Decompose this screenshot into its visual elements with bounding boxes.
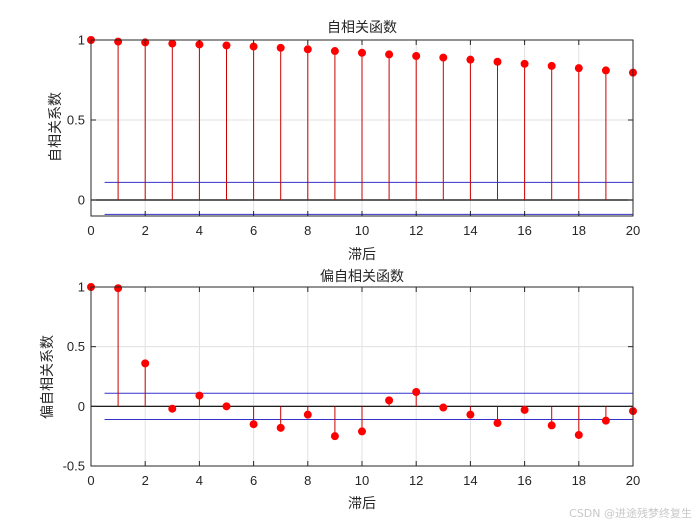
pacf-xtick-label: 8 <box>304 473 311 488</box>
pacf-ticks: 0 2 4 6 8 10 12 14 16 18 20-0.500.51 <box>63 280 641 489</box>
acf-ylabel: 自相关系数 <box>48 92 64 162</box>
pacf-marker <box>168 404 177 413</box>
acf-marker <box>493 57 502 66</box>
acf-xtick-label: 12 <box>409 223 423 238</box>
pacf-xtick-label: 0 <box>87 473 94 488</box>
acf-xtick-label: 6 <box>250 223 257 238</box>
pacf-xtick-label: 18 <box>572 473 586 488</box>
pacf-xtick-label: 12 <box>409 473 423 488</box>
acf-marker <box>114 37 123 46</box>
acf-marker <box>330 47 339 56</box>
acf-marker <box>601 66 610 75</box>
pacf-marker <box>493 419 502 428</box>
pacf-ytick-label: 1 <box>78 280 85 295</box>
pacf-ylabel: 偏自相关系数 <box>40 335 56 419</box>
acf-marker <box>466 55 475 64</box>
acf-marker <box>439 53 448 62</box>
pacf-plot: 偏自相关函数 滞后 偏自相关系数 0 2 4 6 8 10 12 14 16 18 20-0.500… <box>40 269 640 512</box>
pacf-marker <box>249 420 258 429</box>
pacf-xtick-label: 4 <box>196 473 203 488</box>
pacf-marker <box>547 421 556 430</box>
pacf-marker <box>141 359 150 368</box>
acf-marker <box>385 50 394 59</box>
pacf-xtick-label: 10 <box>355 473 369 488</box>
watermark: CSDN @进途残梦终复生 <box>569 507 692 520</box>
pacf-marker <box>195 391 204 400</box>
pacf-marker <box>358 427 366 436</box>
acf-marker <box>222 41 231 50</box>
acf-xtick-label: 20 <box>626 223 640 238</box>
acf-ticks: 0 2 4 6 8 10 12 14 16 18 20 0 0.5 1 <box>67 33 640 239</box>
pacf-title: 偏自相关函数 <box>320 269 404 285</box>
acf-xtick-label: 18 <box>572 223 586 238</box>
acf-xtick-label: 10 <box>355 223 369 238</box>
acf-marker <box>547 61 556 70</box>
acf-xlabel: 滞后 <box>348 247 376 263</box>
acf-marker <box>276 43 285 52</box>
acf-xtick-label: 8 <box>304 223 311 238</box>
acf-marker <box>412 52 421 60</box>
pacf-marker <box>385 396 394 405</box>
pacf-marker <box>439 403 448 412</box>
acf-marker <box>520 59 529 68</box>
pacf-marker <box>574 430 583 439</box>
acf-ytick-label: 0.5 <box>67 113 85 128</box>
acf-xtick-label: 14 <box>463 223 477 238</box>
pacf-marker <box>222 402 231 411</box>
pacf-marker <box>412 388 421 397</box>
pacf-marker <box>601 416 610 425</box>
acf-marker <box>303 45 312 54</box>
pacf-ytick-label: 0 <box>78 399 85 414</box>
acf-xtick-label: 16 <box>517 223 531 238</box>
acf-xtick-label: 0 <box>87 223 94 238</box>
pacf-xtick-label: 16 <box>517 473 531 488</box>
pacf-marker <box>303 410 312 419</box>
acf-xtick-label: 4 <box>196 223 203 238</box>
pacf-ytick-label: 0.5 <box>67 339 85 354</box>
pacf-marker <box>330 432 339 441</box>
pacf-marker <box>114 284 123 293</box>
pacf-marker <box>520 405 529 414</box>
acf-title: 自相关函数 <box>327 20 397 36</box>
pacf-background <box>90 286 634 467</box>
acf-ytick-label: 0 <box>78 193 85 208</box>
acf-marker <box>574 64 583 73</box>
pacf-xtick-label: 6 <box>250 473 257 488</box>
acf-marker <box>358 48 366 57</box>
pacf-xtick-label: 20 <box>626 473 640 488</box>
acf-stems <box>87 36 637 200</box>
pacf-ytick-label: -0.5 <box>63 459 85 474</box>
pacf-xtick-label: 14 <box>463 473 477 488</box>
acf-marker <box>168 39 177 48</box>
pacf-xtick-label: 2 <box>142 473 149 488</box>
acf-ytick-label: 1 <box>78 33 85 48</box>
acf-xtick-label: 2 <box>142 223 149 238</box>
pacf-marker <box>276 423 285 432</box>
pacf-marker <box>466 410 475 419</box>
acf-plot: 自相关函数 滞后 自相关系数 0 2 4 6 8 10 12 14 16 18 20 0 0.5 1 <box>48 20 640 263</box>
pacf-xlabel: 滞后 <box>348 496 376 512</box>
